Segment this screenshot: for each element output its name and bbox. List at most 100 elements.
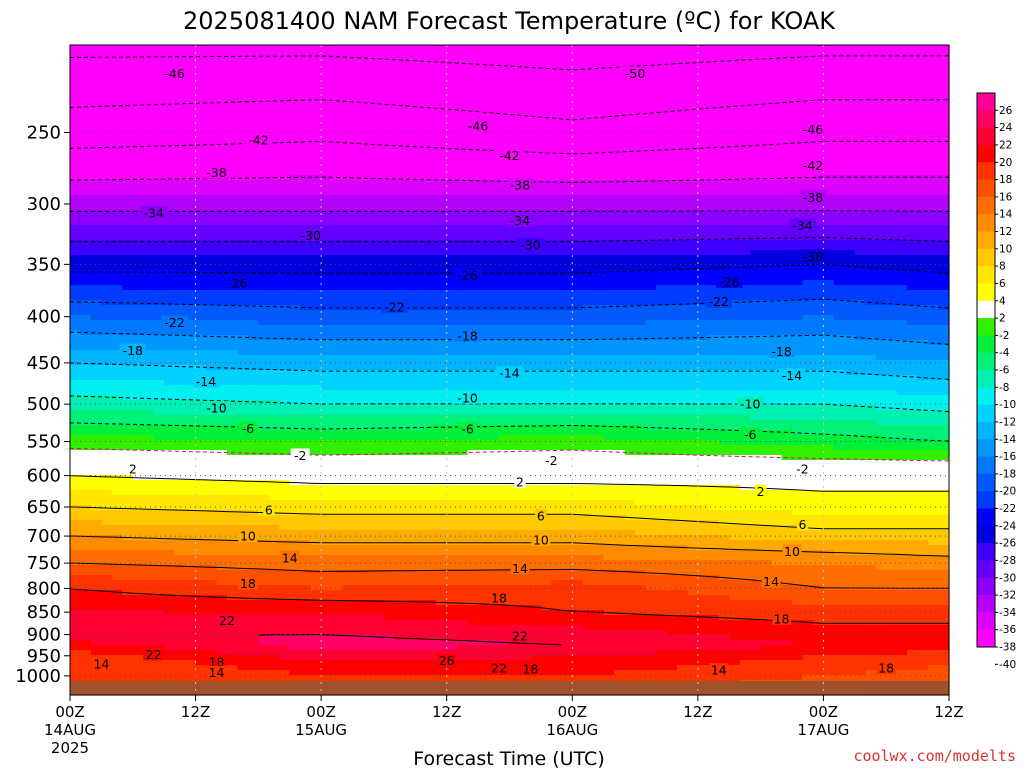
field-cell bbox=[164, 265, 176, 271]
field-cell bbox=[268, 170, 280, 176]
field-cell bbox=[446, 340, 458, 346]
field-cell bbox=[331, 110, 343, 116]
field-cell bbox=[321, 485, 333, 491]
field-cell bbox=[321, 175, 333, 181]
field-cell bbox=[300, 580, 312, 586]
field-cell bbox=[436, 280, 448, 286]
field-cell bbox=[101, 400, 113, 406]
field-cell bbox=[383, 180, 395, 186]
field-cell bbox=[206, 135, 218, 141]
field-cell bbox=[425, 405, 437, 411]
field-cell bbox=[310, 650, 322, 656]
field-cell bbox=[363, 530, 375, 536]
field-cell bbox=[331, 195, 343, 201]
field-cell bbox=[457, 100, 469, 106]
field-cell bbox=[279, 650, 291, 656]
field-cell bbox=[300, 245, 312, 251]
field-cell bbox=[394, 565, 406, 571]
field-cell bbox=[132, 140, 144, 146]
field-cell bbox=[363, 335, 375, 341]
field-cell bbox=[394, 485, 406, 491]
field-cell bbox=[164, 335, 176, 341]
field-cell bbox=[143, 140, 155, 146]
field-cell bbox=[258, 50, 270, 56]
field-cell bbox=[289, 55, 301, 61]
field-cell bbox=[404, 485, 416, 491]
field-cell bbox=[237, 125, 249, 131]
field-cell bbox=[80, 650, 92, 656]
field-cell bbox=[331, 380, 343, 386]
field-cell bbox=[90, 190, 102, 196]
field-cell bbox=[206, 465, 218, 471]
field-cell bbox=[174, 230, 186, 236]
field-cell bbox=[111, 400, 123, 406]
field-cell bbox=[101, 240, 113, 246]
field-cell bbox=[143, 300, 155, 306]
field-cell bbox=[467, 210, 479, 216]
field-cell bbox=[436, 125, 448, 131]
field-cell bbox=[310, 215, 322, 221]
field-cell bbox=[436, 100, 448, 106]
field-cell bbox=[90, 640, 102, 646]
field-cell bbox=[394, 380, 406, 386]
field-cell bbox=[143, 225, 155, 231]
field-cell bbox=[90, 165, 102, 171]
field-cell bbox=[363, 610, 375, 616]
field-cell bbox=[90, 125, 102, 131]
field-cell bbox=[90, 130, 102, 136]
field-cell bbox=[111, 365, 123, 371]
field-cell bbox=[342, 360, 354, 366]
field-cell bbox=[226, 250, 239, 256]
field-cell bbox=[415, 145, 427, 151]
field-cell bbox=[352, 655, 364, 661]
field-cell bbox=[80, 405, 92, 411]
field-cell bbox=[415, 480, 427, 486]
field-cell bbox=[132, 615, 144, 621]
field-cell bbox=[331, 450, 343, 456]
field-cell bbox=[300, 240, 312, 246]
field-cell bbox=[185, 610, 197, 616]
field-cell bbox=[289, 375, 301, 381]
field-cell bbox=[90, 175, 102, 181]
field-cell bbox=[164, 285, 176, 291]
field-cell bbox=[247, 665, 259, 671]
field-cell bbox=[247, 595, 259, 601]
field-cell bbox=[247, 50, 259, 56]
field-cell bbox=[206, 75, 218, 81]
field-cell bbox=[70, 515, 82, 521]
plot-area: -46 -50-42-46 -46-42-42-38-38-38-34-34 -34-… bbox=[69, 44, 950, 696]
field-cell bbox=[394, 510, 406, 516]
field-cell bbox=[342, 630, 354, 636]
field-cell bbox=[321, 645, 333, 651]
field-cell bbox=[383, 435, 395, 441]
field-cell bbox=[289, 415, 301, 421]
field-cell bbox=[122, 320, 134, 326]
field-cell bbox=[111, 555, 123, 561]
field-cell bbox=[185, 125, 197, 131]
field-cell bbox=[394, 60, 406, 66]
field-cell bbox=[352, 195, 364, 201]
field-cell bbox=[268, 410, 280, 416]
field-cell bbox=[195, 530, 207, 536]
field-cell bbox=[268, 620, 280, 626]
field-cell bbox=[331, 600, 343, 606]
field-cell bbox=[185, 205, 197, 211]
field-cell bbox=[258, 645, 270, 651]
field-cell bbox=[111, 620, 123, 626]
field-cell bbox=[446, 265, 458, 271]
field-cell bbox=[425, 65, 437, 71]
field-cell bbox=[279, 585, 291, 591]
field-cell bbox=[206, 45, 218, 51]
field-cell bbox=[90, 375, 102, 381]
field-cell bbox=[237, 260, 249, 266]
field-cell bbox=[425, 640, 437, 646]
field-cell bbox=[132, 505, 144, 511]
field-cell bbox=[321, 240, 333, 246]
field-cell bbox=[446, 515, 458, 521]
field-cell bbox=[90, 535, 102, 541]
field-cell bbox=[446, 645, 458, 651]
field-cell bbox=[80, 585, 92, 591]
field-cell bbox=[363, 500, 375, 506]
field-cell bbox=[352, 225, 364, 231]
field-cell bbox=[153, 180, 165, 186]
